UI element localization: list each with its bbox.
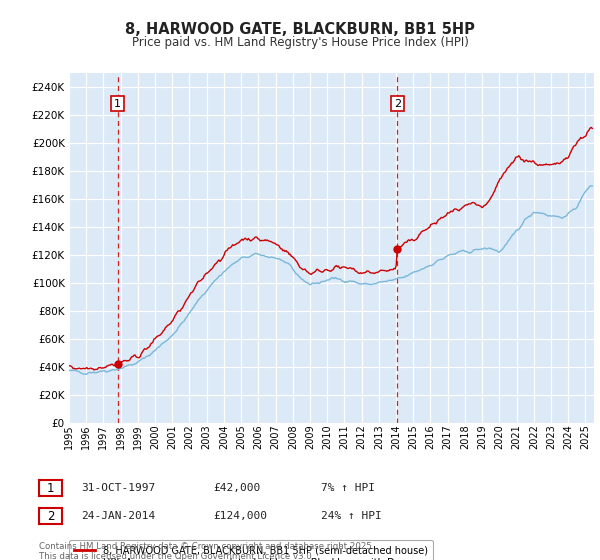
- Text: 24-JAN-2014: 24-JAN-2014: [81, 511, 155, 521]
- Text: 7% ↑ HPI: 7% ↑ HPI: [321, 483, 375, 493]
- Text: £124,000: £124,000: [213, 511, 267, 521]
- Text: 1: 1: [114, 99, 121, 109]
- Text: Contains HM Land Registry data © Crown copyright and database right 2025.
This d: Contains HM Land Registry data © Crown c…: [39, 542, 374, 560]
- Text: 8, HARWOOD GATE, BLACKBURN, BB1 5HP: 8, HARWOOD GATE, BLACKBURN, BB1 5HP: [125, 22, 475, 38]
- Text: £42,000: £42,000: [213, 483, 260, 493]
- Text: 31-OCT-1997: 31-OCT-1997: [81, 483, 155, 493]
- Text: 1: 1: [47, 482, 54, 495]
- Text: 2: 2: [47, 510, 54, 523]
- Text: 2: 2: [394, 99, 401, 109]
- Legend: 8, HARWOOD GATE, BLACKBURN, BB1 5HP (semi-detached house), HPI: Average price, s: 8, HARWOOD GATE, BLACKBURN, BB1 5HP (sem…: [69, 540, 433, 560]
- Text: Price paid vs. HM Land Registry's House Price Index (HPI): Price paid vs. HM Land Registry's House …: [131, 36, 469, 49]
- Text: 24% ↑ HPI: 24% ↑ HPI: [321, 511, 382, 521]
